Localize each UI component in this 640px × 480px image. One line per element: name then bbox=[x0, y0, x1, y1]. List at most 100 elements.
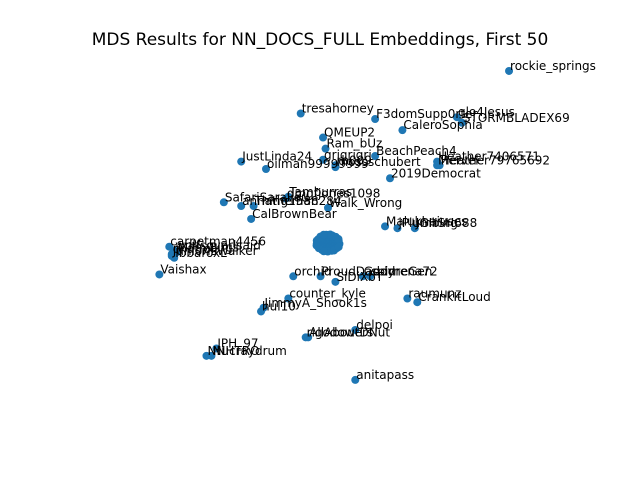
point-label: wolfsoverlsaid bbox=[175, 238, 261, 252]
data-point bbox=[505, 66, 514, 75]
point-label: rb009 bbox=[336, 153, 371, 167]
data-point bbox=[319, 133, 328, 142]
data-point bbox=[304, 333, 313, 342]
point-label: SafariSaralieu bbox=[225, 190, 309, 204]
data-point bbox=[366, 272, 375, 281]
data-point bbox=[410, 224, 419, 233]
data-point bbox=[170, 253, 179, 262]
data-point bbox=[398, 126, 407, 135]
point-label: tresahorney bbox=[302, 102, 374, 116]
data-point bbox=[403, 294, 412, 303]
data-point bbox=[296, 109, 305, 118]
data-point bbox=[249, 202, 258, 210]
point-label: spirneGen bbox=[371, 264, 432, 278]
point-label: delpoi bbox=[356, 318, 393, 332]
point-label: JPH_97 bbox=[216, 336, 258, 350]
data-point bbox=[371, 152, 380, 161]
data-point bbox=[413, 298, 422, 307]
point-label: orchid bbox=[294, 264, 331, 278]
cluster-point bbox=[319, 230, 328, 239]
point-label: Goodrena72 bbox=[364, 264, 438, 278]
data-point bbox=[257, 307, 266, 316]
data-point bbox=[386, 174, 394, 183]
point-label: NNHTRO bbox=[207, 344, 259, 358]
point-label: Ram_bUz bbox=[327, 137, 383, 151]
point-label: counter_kyle bbox=[289, 287, 366, 301]
cluster-point bbox=[312, 241, 321, 250]
point-label: chatroll bbox=[173, 242, 218, 256]
point-label: mossschubert bbox=[336, 155, 421, 169]
point-label: QMEUP2 bbox=[324, 126, 375, 140]
point-label: BeachPeach4 bbox=[376, 144, 457, 158]
data-point bbox=[202, 351, 211, 360]
data-point bbox=[281, 194, 290, 203]
point-label: Malukhaiuses bbox=[386, 214, 467, 228]
point-label: rigodowers bbox=[307, 325, 374, 339]
chart-title: MDS Results for NN_DOCS_FULL Embeddings,… bbox=[91, 30, 549, 50]
point-label: JimmyA_Shook1s bbox=[264, 296, 367, 310]
data-point bbox=[321, 144, 330, 153]
data-point bbox=[331, 161, 340, 170]
point-label: Nucraydrum bbox=[212, 344, 286, 358]
data-point bbox=[351, 375, 360, 384]
data-point bbox=[155, 270, 164, 279]
points-layer bbox=[155, 66, 514, 384]
cluster-point bbox=[326, 230, 335, 239]
point-label: carpetman4456 bbox=[170, 235, 266, 249]
data-point bbox=[393, 224, 402, 233]
point-label: grigrigri bbox=[324, 148, 372, 162]
point-label: SiDiXbT bbox=[336, 270, 383, 284]
point-label: annatheman bbox=[242, 194, 318, 208]
data-point bbox=[371, 115, 380, 124]
cluster-point bbox=[319, 247, 328, 256]
point-label: Heather79765692 bbox=[441, 153, 550, 167]
point-label: Tamburras bbox=[288, 185, 352, 199]
point-label: raumunz bbox=[408, 287, 461, 301]
data-point bbox=[452, 113, 461, 122]
data-point bbox=[457, 118, 466, 127]
point-label: anitapass bbox=[356, 368, 414, 382]
point-label: CalBrownBear bbox=[252, 207, 337, 221]
point-label: jPlumbing bbox=[397, 216, 457, 230]
data-point bbox=[324, 203, 332, 212]
point-label: MileyBugs bbox=[178, 240, 239, 254]
point-label: dmgfjones1098 bbox=[287, 187, 381, 201]
point-label: glo4Jesus bbox=[458, 105, 515, 119]
point-label: oilman99999999 bbox=[267, 157, 369, 171]
data-point bbox=[237, 202, 246, 210]
point-label: F3domSupp0rter bbox=[376, 107, 477, 121]
cluster-point bbox=[334, 235, 343, 244]
data-point bbox=[351, 325, 360, 334]
point-label: Walk_Wrong bbox=[329, 196, 402, 210]
point-label: 2019Democrat bbox=[391, 166, 481, 180]
point-label: JustLinda24 bbox=[241, 150, 312, 164]
cluster-point bbox=[334, 242, 343, 251]
data-point bbox=[219, 198, 228, 207]
point-label: CrankItLoud bbox=[418, 290, 491, 304]
point-label: JuniorIsWalker bbox=[172, 244, 258, 258]
data-point bbox=[284, 294, 293, 303]
point-label: Heather7406571 bbox=[438, 150, 540, 164]
point-label: IbbaroxL bbox=[175, 246, 227, 260]
point-label: AllAboutDNut bbox=[309, 325, 390, 339]
point-label: Thing1588284 bbox=[254, 194, 342, 208]
data-point bbox=[212, 344, 221, 353]
data-point bbox=[316, 272, 325, 281]
data-point bbox=[433, 161, 442, 170]
data-point bbox=[381, 222, 390, 231]
dense-cluster bbox=[312, 230, 344, 256]
point-label: hul10 bbox=[262, 299, 296, 313]
data-point bbox=[331, 277, 340, 286]
point-label: CaleroSophia bbox=[403, 118, 482, 132]
point-label: Vaishax bbox=[160, 262, 206, 276]
data-point bbox=[247, 214, 256, 223]
point-label: Mervel bbox=[438, 153, 479, 167]
point-label: STORMBLADEX69 bbox=[463, 111, 570, 125]
data-point bbox=[262, 165, 270, 173]
point-label: JGHSH688 bbox=[415, 216, 477, 230]
data-point bbox=[289, 272, 298, 281]
point-label: ProudDaddy bbox=[322, 264, 395, 278]
